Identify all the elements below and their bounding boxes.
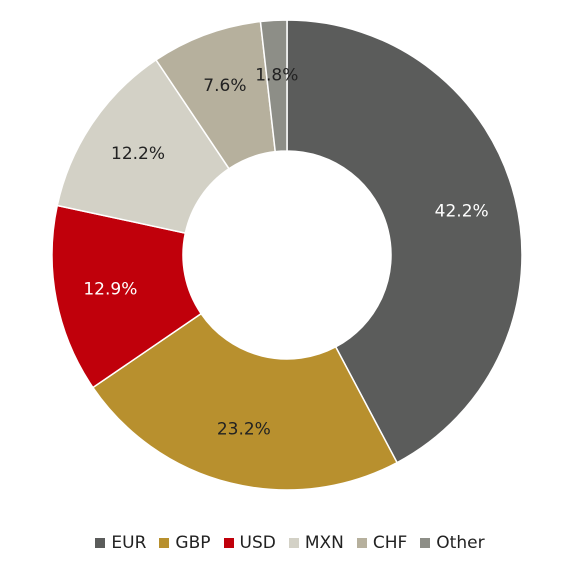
slice-usd [51, 204, 203, 389]
legend-item-other: Other [420, 533, 485, 553]
slice-other [259, 19, 288, 153]
legend-swatch [356, 538, 367, 548]
data-labels: 42.2% 23.2% 12.9% 12.2% 7.6% 1.8% [83, 65, 488, 439]
legend-label: USD [239, 533, 276, 553]
data-label-other: 1.8% [255, 65, 298, 85]
legend-item-gbp: GBP [159, 533, 211, 553]
legend-label: MXN [304, 533, 344, 553]
legend-item-mxn: MXN [288, 533, 344, 553]
legend-item-usd: USD [223, 533, 276, 553]
slice-eur [286, 19, 523, 464]
legend-label: Other [436, 533, 485, 553]
legend: EUR GBP USD MXN CHF Other [0, 533, 580, 553]
legend-swatch [288, 538, 299, 548]
slice-gbp [91, 312, 399, 491]
data-label-gbp: 23.2% [217, 420, 271, 440]
data-label-mxn: 12.2% [111, 144, 165, 164]
data-label-chf: 7.6% [203, 76, 246, 96]
slice-mxn [56, 58, 231, 234]
legend-label: GBP [175, 533, 211, 553]
legend-label: CHF [372, 533, 408, 553]
data-label-eur: 42.2% [435, 202, 489, 222]
legend-item-chf: CHF [356, 533, 408, 553]
legend-swatch [95, 538, 106, 548]
data-label-usd: 12.9% [83, 280, 137, 300]
legend-swatch [223, 538, 234, 548]
legend-swatch [159, 538, 170, 548]
legend-swatch [420, 538, 431, 548]
legend-item-eur: EUR [95, 533, 146, 553]
legend-label: EUR [111, 533, 147, 553]
donut-slices [51, 19, 523, 491]
